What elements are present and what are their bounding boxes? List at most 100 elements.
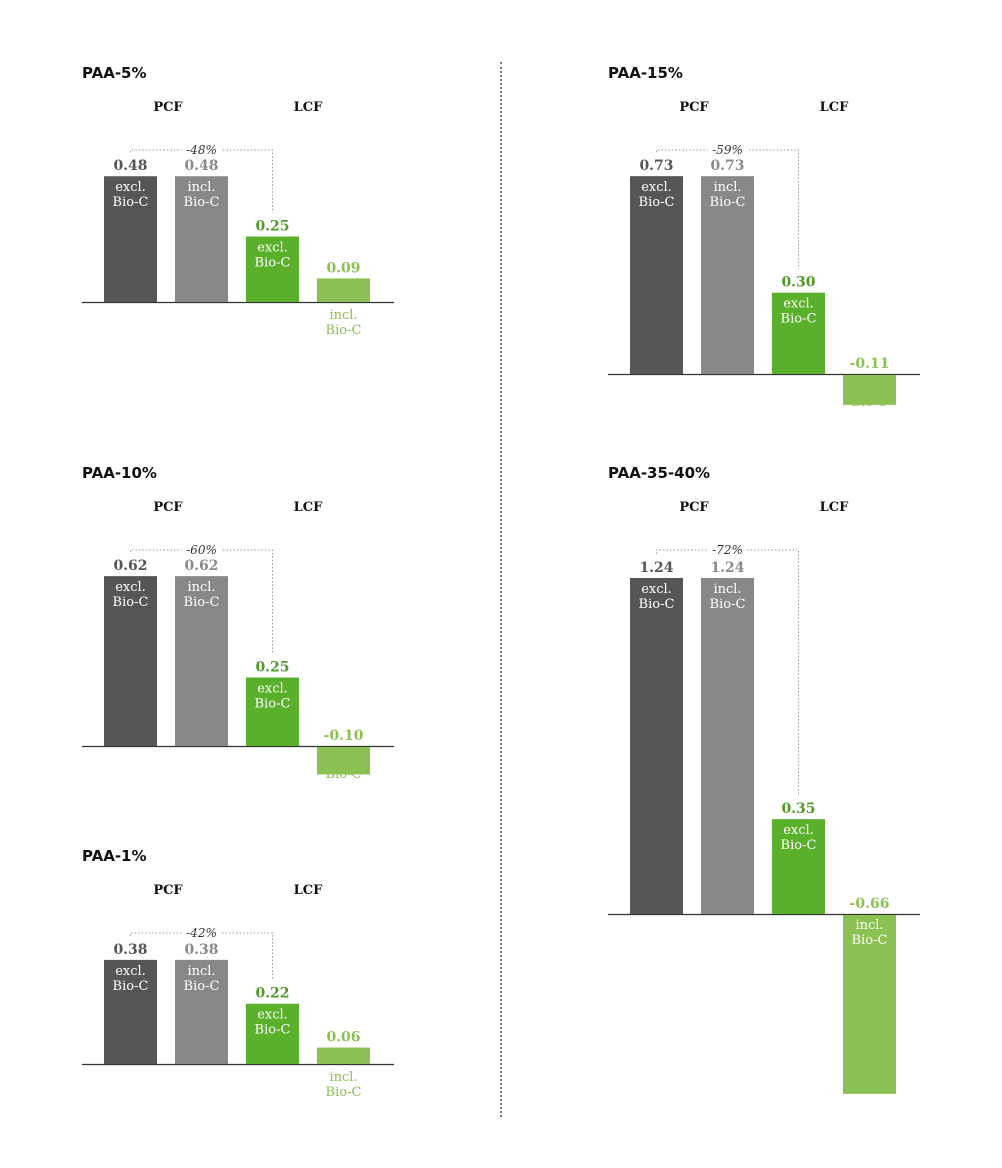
bar-label-line2: Bio-C xyxy=(639,597,675,612)
chart-title: PAA-5% xyxy=(82,64,147,82)
bar-lcf-incl xyxy=(317,1047,370,1064)
bar-label-line1: incl. xyxy=(329,1070,357,1085)
chart-panel-paa-1: PAA-1% PCF LCF 0.38 excl. Bio-C 0.38 incl. Bi… xyxy=(82,847,412,1117)
value-label: -0.66 xyxy=(850,896,890,912)
bar-lcf-incl xyxy=(843,375,896,405)
bar-label-line1: incl. xyxy=(713,180,741,195)
bar-label-line1: excl. xyxy=(783,297,814,312)
reduction-label-bg xyxy=(181,924,222,942)
pcf-group-label: PCF xyxy=(153,100,183,115)
bar-label-line1: excl. xyxy=(641,582,672,597)
bar-label-line1: excl. xyxy=(115,964,146,979)
bar-label-line2: Bio-C xyxy=(852,395,888,410)
bar-label-line1: incl. xyxy=(187,580,215,595)
value-label: 0.25 xyxy=(255,219,289,235)
value-label: 1.24 xyxy=(639,560,673,576)
bar-label-line1: excl. xyxy=(115,180,146,195)
lcf-group-label: LCF xyxy=(293,500,323,515)
value-label: 0.35 xyxy=(781,801,815,817)
value-label: 0.73 xyxy=(710,158,744,174)
reduction-label-bg xyxy=(181,541,222,559)
bar-label-line2: Bio-C xyxy=(255,256,291,271)
bar-lcf-excl xyxy=(246,1003,299,1064)
reduction-bracket xyxy=(656,149,799,269)
bar-label-line2: Bio-C xyxy=(326,323,362,338)
bar-lcf-excl xyxy=(772,819,825,914)
bar-label-line2: Bio-C xyxy=(781,838,817,853)
reduction-label-bg xyxy=(181,141,222,159)
reduction-label: -72% xyxy=(712,543,743,557)
bar-label-line2: Bio-C xyxy=(710,597,746,612)
bar-label-line2: Bio-C xyxy=(255,697,291,712)
bar-pcf-excl xyxy=(630,577,683,914)
value-label: 0.25 xyxy=(255,660,289,676)
pcf-group-label: PCF xyxy=(679,100,709,115)
value-label: 1.24 xyxy=(710,560,744,576)
pcf-group-label: PCF xyxy=(153,500,183,515)
value-label: 0.48 xyxy=(113,158,147,174)
bar-label-line2: Bio-C xyxy=(113,595,149,610)
bar-label-line1: excl. xyxy=(257,241,288,256)
reduction-label-bg xyxy=(707,141,748,159)
chart-title: PAA-10% xyxy=(82,464,157,482)
bar-pcf-incl xyxy=(175,959,228,1064)
bar-label-line2: Bio-C xyxy=(852,933,888,948)
value-label: 0.06 xyxy=(326,1030,360,1046)
value-label: 0.62 xyxy=(184,558,218,574)
bar-pcf-incl xyxy=(701,577,754,914)
bar-label-line1: incl. xyxy=(329,752,357,767)
bar-pcf-incl xyxy=(175,176,228,302)
chart-title: PAA-35-40% xyxy=(608,464,711,482)
value-label: 0.73 xyxy=(639,158,673,174)
bar-lcf-incl xyxy=(843,915,896,1094)
bar-label-line2: Bio-C xyxy=(781,312,817,327)
bar-label-line1: incl. xyxy=(187,180,215,195)
bar-label-line1: incl. xyxy=(329,308,357,323)
value-label: 0.38 xyxy=(184,942,218,958)
bar-chart: 1.24excl.Bio-C1.24incl.Bio-C0.35excl.Bio… xyxy=(608,541,920,1094)
bar-chart: 0.73excl.Bio-C0.73incl.Bio-C0.30excl.Bio… xyxy=(608,141,920,410)
pcf-group-label: PCF xyxy=(153,883,183,898)
bar-lcf-incl xyxy=(317,278,370,302)
reduction-label: -42% xyxy=(186,926,217,940)
bar-label-line2: Bio-C xyxy=(639,195,675,210)
bar-label-line1: excl. xyxy=(257,1008,288,1023)
bar-label-line2: Bio-C xyxy=(326,1085,362,1100)
chart-panel-paa-15: PAA-15% PCF LCF 0.73 excl. Bio-C 0.73 incl. B… xyxy=(608,64,938,424)
chart-panel-paa-35-40: PAA-35-40% PCF LCF 1.24 excl. Bio-C 1.24 inc… xyxy=(608,464,938,1114)
lcf-group-label: LCF xyxy=(293,883,323,898)
chart-title: PAA-1% xyxy=(82,847,147,865)
bar-lcf-incl xyxy=(317,747,370,775)
value-label: 0.09 xyxy=(326,260,360,276)
bar-pcf-excl xyxy=(104,576,157,746)
bar-pcf-incl xyxy=(175,576,228,746)
bar-label-line1: excl. xyxy=(641,180,672,195)
reduction-label: -59% xyxy=(712,143,743,157)
chart-panel-paa-5: PAA-5% PCF LCF 0.48 excl. Bio-C 0.48 incl. Bi… xyxy=(82,64,412,354)
pcf-group-label: PCF xyxy=(679,500,709,515)
bar-lcf-excl xyxy=(772,292,825,374)
bar-label-line2: Bio-C xyxy=(113,195,149,210)
lcf-group-label: LCF xyxy=(819,500,849,515)
value-label: 0.30 xyxy=(781,275,815,291)
value-label: 0.22 xyxy=(255,986,289,1002)
panel-divider xyxy=(500,62,502,1117)
bar-label-line2: Bio-C xyxy=(184,195,220,210)
value-label: -0.10 xyxy=(324,728,364,744)
value-label: 0.38 xyxy=(113,942,147,958)
bar-chart: 0.48excl.Bio-C0.48incl.Bio-C0.25excl.Bio… xyxy=(82,141,394,338)
lcf-group-label: LCF xyxy=(293,100,323,115)
bar-label-line1: incl. xyxy=(713,582,741,597)
bar-pcf-incl xyxy=(701,176,754,374)
bar-pcf-excl xyxy=(630,176,683,374)
bar-label-line2: Bio-C xyxy=(184,979,220,994)
bar-label-line1: excl. xyxy=(257,682,288,697)
bar-lcf-excl xyxy=(246,677,299,746)
bar-label-line1: incl. xyxy=(855,380,883,395)
reduction-label: -60% xyxy=(186,543,217,557)
value-label: -0.11 xyxy=(850,356,890,372)
bar-label-line1: incl. xyxy=(855,918,883,933)
bar-label-line2: Bio-C xyxy=(255,1023,291,1038)
bar-pcf-excl xyxy=(104,176,157,302)
